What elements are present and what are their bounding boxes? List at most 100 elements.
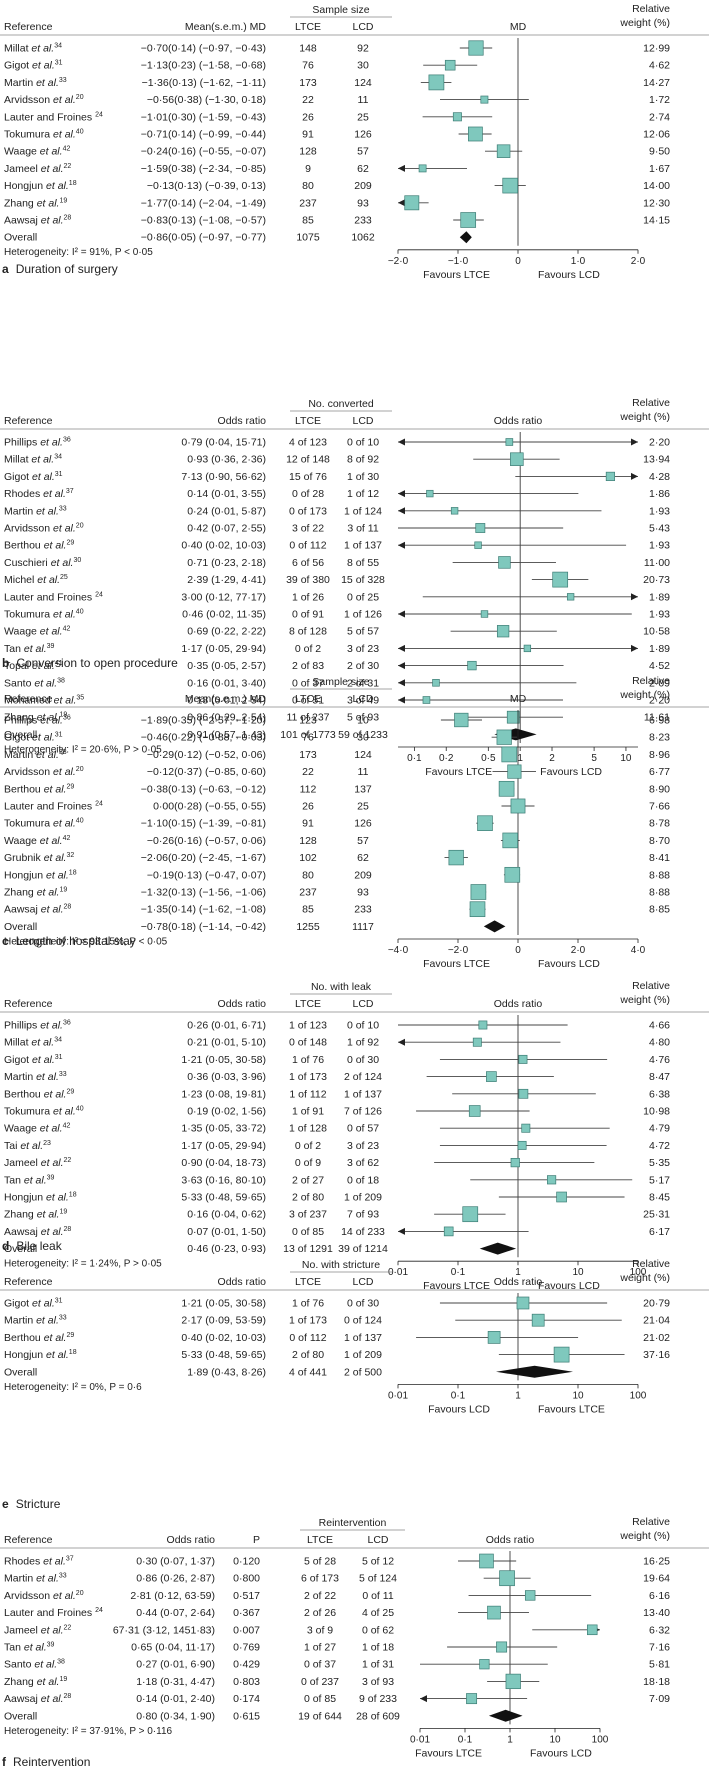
col1-value-d-10: 2 of 80 [292, 1192, 324, 1204]
col1-value-b-3: 0 of 28 [292, 488, 324, 500]
effect-value-d-5: 0·19 (0·02, 1·56) [187, 1106, 266, 1118]
ci-arrow-right-b-12 [631, 644, 638, 652]
effect-value-e-0: 1·21 (0·05, 30·58) [181, 1298, 266, 1310]
x-tick-label-c-0: −4·0 [388, 945, 409, 956]
study-label-d-7: Tai et al.23 [4, 1140, 51, 1152]
study-label-c-10: Zhang et al.19 [4, 887, 67, 899]
col2-value-a-7: 62 [357, 163, 369, 175]
weight-header-1-a: Relative [632, 3, 670, 15]
favours-right-d: Favours LCD [538, 1280, 600, 1292]
study-label-b-3: Rhodes et al.37 [4, 488, 74, 500]
effect-marker-c-1 [496, 729, 512, 745]
col2-value-a-9: 93 [357, 197, 369, 209]
study-label-b-13: Topal et al.41 [4, 660, 63, 672]
col1-value-b-4: 0 of 173 [289, 505, 327, 517]
effect-marker-f-4 [587, 1624, 598, 1636]
p-value-f-0: 0·120 [233, 1556, 260, 1568]
effect-value-b-9: 3·00 (0·12, 77·17) [181, 591, 266, 603]
weight-header-2-a: weight (%) [619, 17, 670, 29]
col1-value-d-6: 1 of 128 [289, 1123, 327, 1135]
reference-header-c: Reference [4, 693, 53, 705]
effect-value-b-13: 0·35 (0·05, 2·57) [187, 660, 266, 672]
effect-marker-c-6 [477, 815, 493, 831]
col1-value-b-15: 0 of 51 [292, 695, 324, 707]
caption-a-text: Duration of surgery [15, 262, 118, 276]
plot-header-a: MD [510, 21, 527, 33]
col2-value-c-8: 62 [357, 852, 369, 864]
col1-value-b-2: 15 of 76 [289, 471, 327, 483]
effect-marker-b-5 [475, 523, 486, 533]
effect-value-b-5: 0·42 (0·07, 2·55) [187, 523, 266, 535]
col1-value-f-7: 0 of 237 [301, 1676, 339, 1688]
effect-marker-d-2 [518, 1054, 528, 1064]
col2-header-b: LCD [352, 415, 373, 427]
effect-value-f-1: 0·86 (0·26, 2·87) [136, 1573, 215, 1585]
study-label-b-10: Tokumura et al.40 [4, 609, 84, 621]
col2-value-f-4: 0 of 62 [362, 1624, 394, 1636]
col2-value-f-3: 4 of 25 [362, 1607, 394, 1619]
weight-value-d-1: 4·80 [649, 1037, 670, 1049]
overall-effect-b: 0·91 (0·57, 1·43) [187, 729, 266, 741]
overall-effect-e: 1·89 (0·43, 8·26) [187, 1366, 266, 1378]
effect-marker-e-2 [487, 1331, 501, 1344]
weight-value-f-4: 6·32 [649, 1624, 670, 1636]
x-tick-label-b-3: 1 [517, 753, 523, 764]
x-tick-label-b-2: 0·5 [481, 753, 496, 764]
col1-value-d-3: 1 of 173 [289, 1071, 327, 1083]
col2-value-c-4: 137 [354, 783, 372, 795]
col1-value-d-2: 1 of 76 [292, 1054, 324, 1066]
col1-value-a-5: 91 [302, 129, 314, 141]
p-value-f-1: 0·800 [233, 1573, 260, 1585]
effect-value-b-6: 0·40 (0·02, 10·03) [181, 540, 266, 552]
effect-marker-c-3 [507, 764, 522, 779]
col1-value-c-0: 123 [299, 715, 317, 727]
effect-marker-b-15 [422, 696, 431, 704]
study-label-c-8: Grubnik et al.32 [4, 852, 74, 864]
effect-value-a-7: −1·59(0·38) (−2·34, −0·85) [141, 163, 266, 175]
col1-header-f: LTCE [307, 1534, 333, 1546]
group-header-e: No. with stricture [302, 1259, 380, 1271]
col1-value-c-9: 80 [302, 869, 314, 881]
overall-col1-e: 4 of 441 [289, 1366, 327, 1378]
p-value-f-3: 0·367 [233, 1607, 260, 1619]
heterogeneity-d: Heterogeneity: I² = 1·24%, P > 0·05 [4, 1259, 162, 1270]
weight-value-e-3: 37·16 [643, 1349, 670, 1361]
study-label-e-0: Gigot et al.31 [4, 1298, 63, 1310]
col2-value-a-6: 57 [357, 146, 369, 158]
effect-value-b-15: 0·13 (0·01, 2·54) [187, 695, 266, 707]
effect-value-d-3: 0·36 (0·03, 3·96) [187, 1071, 266, 1083]
col2-value-a-3: 11 [358, 94, 369, 106]
weight-value-b-4: 1·93 [649, 505, 670, 517]
ci-arrow-left-d-12 [398, 1227, 405, 1235]
weight-value-d-7: 4·72 [649, 1140, 670, 1152]
effect-marker-d-9 [547, 1175, 557, 1185]
effect-value-c-6: −1·10(0·15) (−1·39, −0·81) [141, 818, 266, 830]
weight-value-e-0: 20·79 [643, 1298, 670, 1310]
effect-marker-d-10 [556, 1191, 567, 1203]
effect-value-d-0: 0·26 (0·01, 6·71) [187, 1020, 266, 1032]
overall-col2-f: 28 of 609 [356, 1710, 400, 1722]
effect-marker-e-1 [531, 1313, 545, 1327]
weight-value-d-9: 5·17 [649, 1174, 670, 1186]
x-tick-label-f-1: 0·1 [458, 1734, 473, 1745]
x-tick-label-d-0: 0·01 [388, 1267, 408, 1278]
weight-value-a-0: 12·99 [643, 43, 670, 55]
x-tick-label-c-4: 4·0 [631, 945, 646, 956]
col2-header-d: LCD [352, 998, 373, 1010]
weight-value-a-6: 9·50 [649, 146, 670, 158]
x-tick-label-f-4: 100 [592, 1734, 609, 1745]
study-label-e-3: Hongjun et al.18 [4, 1349, 77, 1361]
col1-value-e-0: 1 of 76 [292, 1298, 324, 1310]
overall-col2-d: 39 of 1214 [338, 1243, 388, 1255]
study-label-b-12: Tan et al.39 [4, 643, 55, 655]
col1-value-e-3: 2 of 80 [292, 1349, 324, 1361]
overall-diamond-c [483, 920, 506, 933]
effect-marker-b-13 [467, 660, 477, 671]
x-tick-label-e-0: 0·01 [388, 1390, 408, 1401]
weight-value-a-3: 1·72 [649, 94, 670, 106]
col2-value-e-3: 1 of 209 [344, 1349, 382, 1361]
effect-value-b-1: 0·93 (0·36, 2·36) [187, 454, 266, 466]
caption-b-text: Conversion to open procedure [16, 656, 178, 670]
col2-value-b-13: 2 of 30 [347, 660, 379, 672]
